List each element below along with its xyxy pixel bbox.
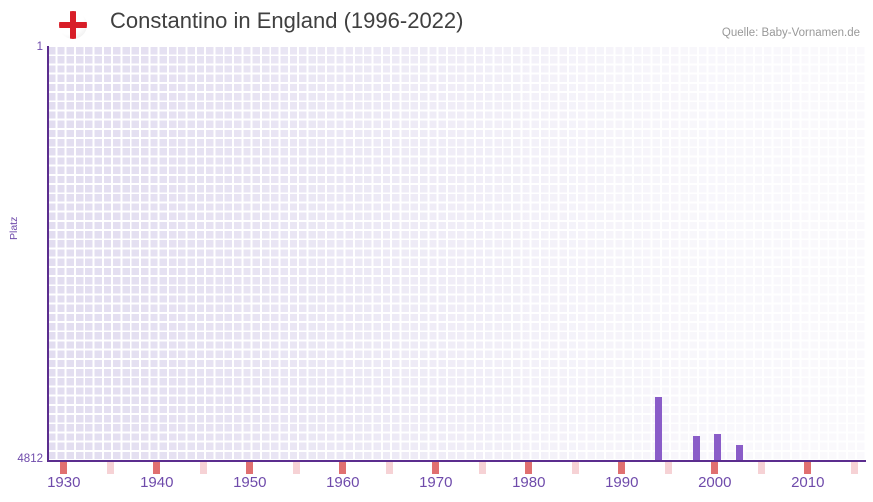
plot-area — [48, 47, 866, 461]
x-axis-label-1940: 1940 — [140, 474, 174, 491]
flag-cross-horizontal — [59, 22, 87, 28]
x-axis-ticks — [48, 462, 866, 474]
y-axis-line — [47, 46, 49, 462]
x-axis-tick-2005 — [757, 462, 765, 474]
x-axis-tick-1975 — [478, 462, 486, 474]
y-axis-bottom-label: 4812 — [17, 453, 43, 465]
x-axis-tick-1970 — [432, 462, 440, 474]
x-axis-tick-1930 — [60, 462, 68, 474]
x-axis-label-1980: 1980 — [512, 474, 546, 491]
x-axis-label-1970: 1970 — [419, 474, 453, 491]
chart-header: Constantino in England (1996-2022) Quell… — [0, 0, 873, 44]
x-axis-tick-1995 — [664, 462, 672, 474]
source-attribution: Quelle: Baby-Vornamen.de — [721, 27, 860, 39]
bar-2009[interactable] — [693, 436, 701, 461]
x-axis-label-1950: 1950 — [233, 474, 267, 491]
bar-series — [48, 47, 866, 461]
bar-2014[interactable] — [736, 445, 744, 461]
x-axis-tick-1955 — [292, 462, 300, 474]
x-axis-tick-1980 — [525, 462, 533, 474]
x-axis-tick-1990 — [618, 462, 626, 474]
y-axis-top-label: 1 — [36, 41, 43, 53]
x-axis-tick-1960 — [339, 462, 347, 474]
x-axis-tick-1935 — [106, 462, 114, 474]
bar-2004[interactable] — [655, 397, 663, 461]
x-axis-labels: 1930194019501960197019801990200020102020 — [0, 474, 873, 500]
x-axis-tick-1940 — [153, 462, 161, 474]
x-axis-label-1930: 1930 — [47, 474, 81, 491]
england-flag-icon — [59, 11, 87, 39]
y-axis-title: Platz — [8, 216, 20, 240]
x-axis-line — [47, 460, 866, 462]
x-axis-tick-2000 — [711, 462, 719, 474]
x-axis-tick-2010 — [804, 462, 812, 474]
x-axis-tick-1985 — [571, 462, 579, 474]
x-axis-tick-1950 — [246, 462, 254, 474]
y-axis-labels: 1 4812 — [0, 0, 43, 502]
x-axis-label-1990: 1990 — [605, 474, 639, 491]
x-axis-label-2010: 2010 — [791, 474, 825, 491]
x-axis-tick-2015 — [850, 462, 858, 474]
page-title: Constantino in England (1996-2022) — [110, 8, 464, 33]
x-axis-tick-1945 — [199, 462, 207, 474]
bar-2011[interactable] — [714, 434, 722, 461]
x-axis-label-1960: 1960 — [326, 474, 360, 491]
x-axis-tick-1965 — [385, 462, 393, 474]
x-axis-label-2000: 2000 — [698, 474, 732, 491]
